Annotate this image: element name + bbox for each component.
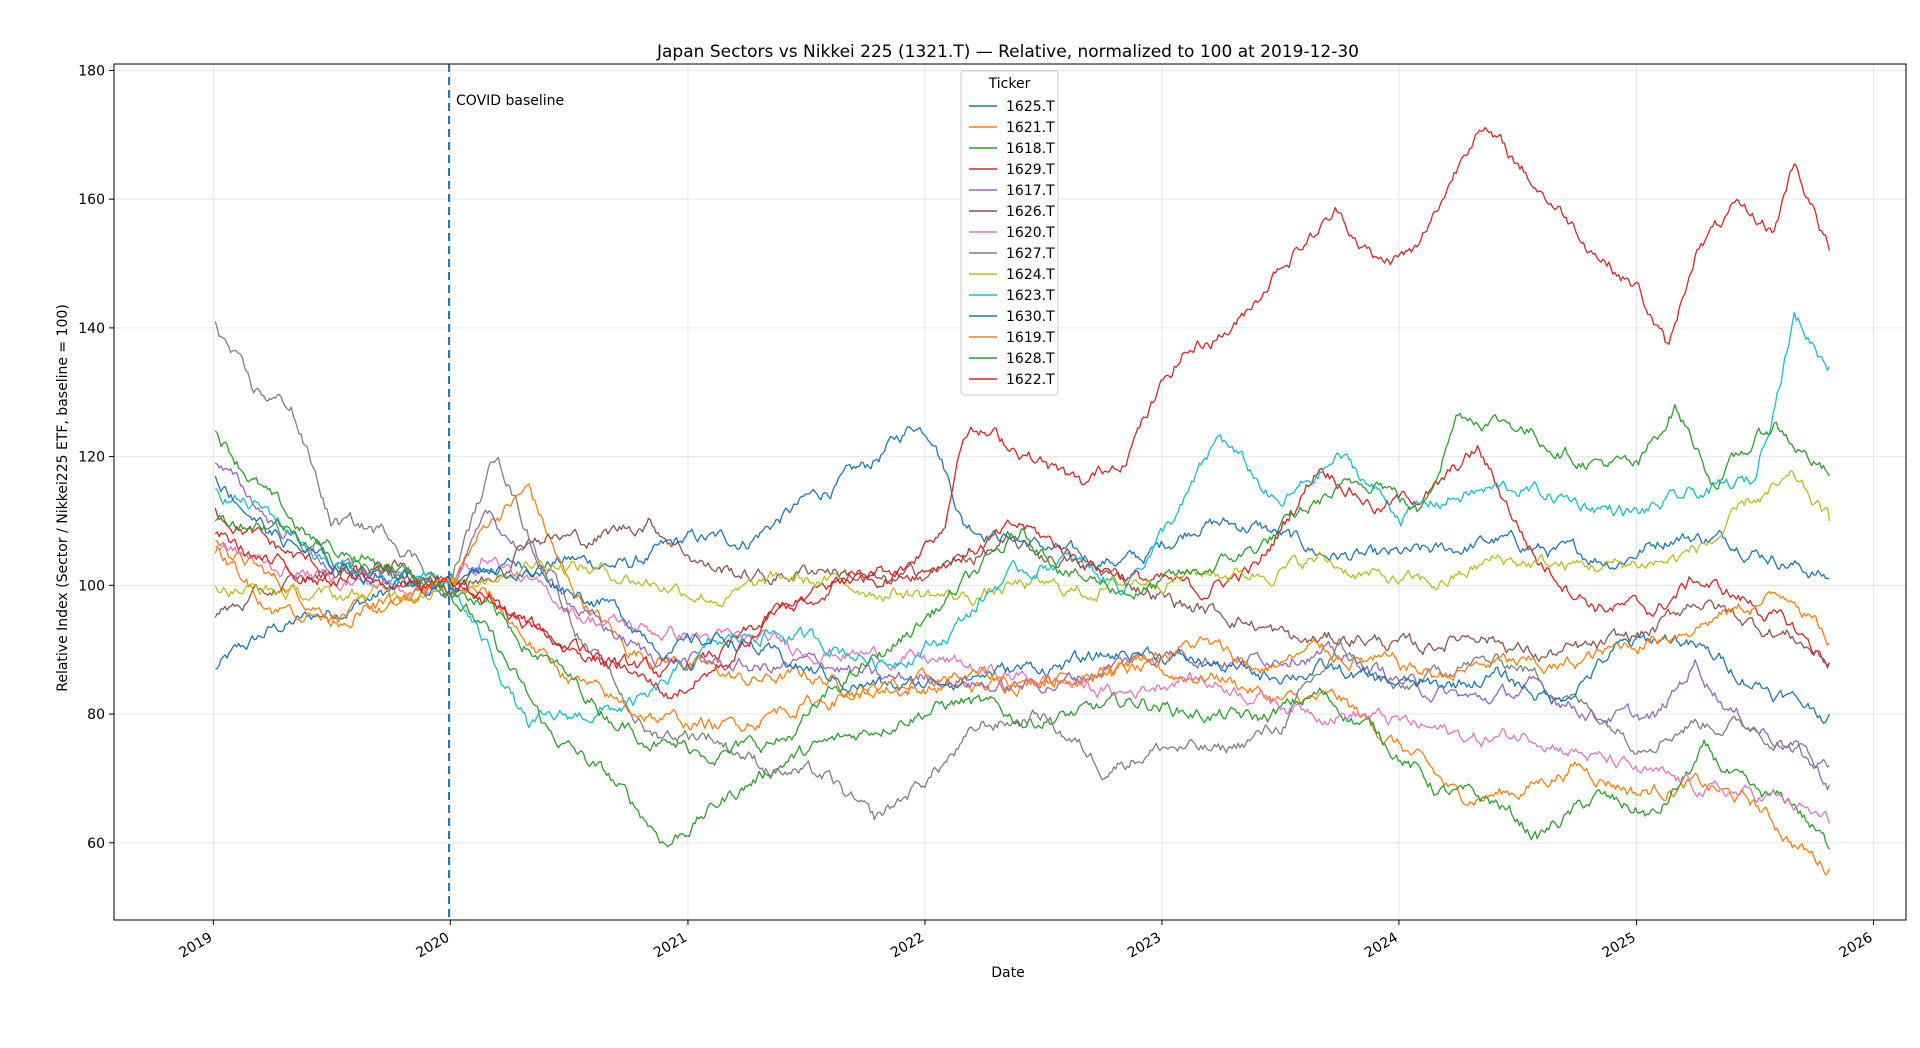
legend-label: 1627.T: [1006, 246, 1055, 262]
legend-label: 1623.T: [1006, 288, 1055, 304]
y-tick-label: 180: [78, 63, 105, 79]
x-tick-label: 2021: [651, 930, 690, 962]
legend-label: 1626.T: [1006, 204, 1055, 220]
series-line-1626-T: [214, 517, 1830, 667]
series-line-1628-T: [214, 403, 1830, 766]
legend-label: 1621.T: [1006, 120, 1055, 136]
series-line-1630-T: [214, 475, 1830, 724]
series-line-1617-T: [214, 462, 1830, 791]
legend-label: 1629.T: [1006, 162, 1055, 178]
chart-title: Japan Sectors vs Nikkei 225 (1321.T) — R…: [656, 42, 1359, 62]
covid-baseline-label: COVID baseline: [456, 93, 564, 109]
series-line-1619-T: [214, 546, 1830, 732]
y-tick-label: 60: [87, 836, 105, 852]
x-tick-label: 2019: [176, 930, 215, 962]
legend-label: 1622.T: [1006, 372, 1055, 388]
y-tick-label: 100: [78, 578, 105, 594]
legend-label: 1620.T: [1006, 225, 1055, 241]
x-tick-label: 2020: [413, 930, 452, 962]
series-line-1618-T: [214, 430, 1830, 850]
legend-title: Ticker: [988, 76, 1031, 92]
covid-annotation: COVID baseline: [448, 64, 564, 920]
series-line-1620-T: [215, 542, 1831, 824]
legend-label: 1619.T: [1006, 330, 1055, 346]
legend-label: 1625.T: [1006, 99, 1055, 115]
x-tick-label: 2023: [1125, 930, 1164, 962]
x-tick-label: 2022: [888, 930, 927, 962]
series-line-1624-T: [214, 470, 1831, 608]
legend-label: 1618.T: [1006, 141, 1055, 157]
series-line-1622-T: [214, 126, 1831, 700]
legend: Ticker 1625.T 1621.T 1618.T 1629.T 1617.T 1626…: [960, 70, 1059, 396]
y-tick-label: 140: [78, 321, 105, 337]
x-axis-label: Date: [991, 965, 1024, 981]
legend-label: 1630.T: [1006, 309, 1055, 325]
y-tick-label: 80: [87, 707, 105, 723]
plot-frame: [113, 63, 1907, 921]
legend-label: 1628.T: [1006, 351, 1055, 367]
y-axis-label: Relative Index (Sector / Nikkei225 ETF, …: [55, 304, 71, 692]
series-line-1629-T: [214, 445, 1831, 678]
series-line-1625-T: [215, 425, 1830, 670]
legend-label: 1624.T: [1006, 267, 1055, 283]
x-tick-label: 2026: [1837, 930, 1876, 962]
x-tick-label: 2025: [1600, 930, 1639, 962]
x-tick-label: 2024: [1362, 930, 1401, 962]
y-tick-label: 160: [78, 192, 105, 208]
series-line-1623-T: [215, 311, 1830, 729]
series-lines: [214, 126, 1831, 876]
legend-box: [960, 70, 1059, 396]
y-tick-label: 120: [78, 450, 105, 466]
legend-label: 1617.T: [1006, 183, 1055, 199]
